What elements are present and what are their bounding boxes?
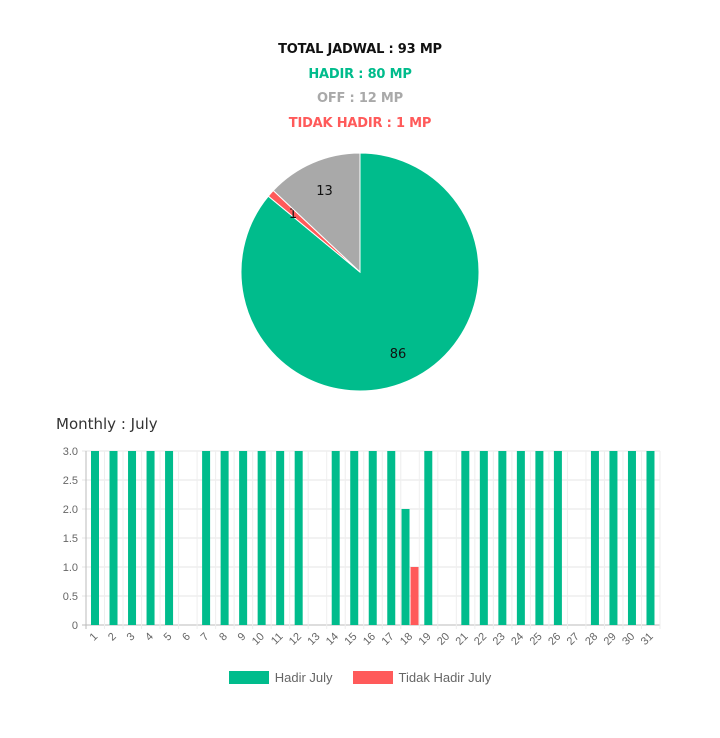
bar-tidak-hadir[interactable] xyxy=(410,567,419,625)
bar-hadir[interactable] xyxy=(146,451,155,625)
bar-hadir[interactable] xyxy=(627,451,636,625)
y-tick-label: 0.5 xyxy=(63,591,78,603)
x-tick-label: 20 xyxy=(435,631,452,648)
x-tick-label: 15 xyxy=(342,631,359,648)
off-label: OFF : 12 MP xyxy=(317,91,403,106)
x-tick-label: 17 xyxy=(379,631,396,648)
bar-hadir[interactable] xyxy=(479,451,488,625)
x-tick-label: 18 xyxy=(398,631,415,648)
y-tick-label: 0 xyxy=(72,620,78,632)
x-tick-label: 16 xyxy=(361,631,378,648)
monthly-chart-title: Monthly : July xyxy=(56,415,158,433)
y-tick-label: 1.5 xyxy=(63,533,78,545)
pie-slice-label: 86 xyxy=(390,347,407,362)
total-schedule-label: TOTAL JADWAL : 93 MP xyxy=(278,42,442,57)
bar-hadir[interactable] xyxy=(239,451,248,625)
x-tick-label: 22 xyxy=(472,631,489,648)
bar-hadir[interactable] xyxy=(331,451,340,625)
bar-hadir[interactable] xyxy=(401,509,410,625)
bar-hadir[interactable] xyxy=(109,451,118,625)
x-tick-label: 4 xyxy=(143,631,156,644)
x-tick-label: 1 xyxy=(88,631,101,644)
bar-hadir[interactable] xyxy=(165,451,174,625)
bar-hadir[interactable] xyxy=(220,451,229,625)
x-tick-label: 28 xyxy=(583,631,600,648)
x-tick-label: 25 xyxy=(528,631,545,648)
bar-hadir[interactable] xyxy=(461,451,470,625)
x-tick-label: 21 xyxy=(454,631,471,648)
bar-hadir[interactable] xyxy=(257,451,266,625)
present-label: HADIR : 80 MP xyxy=(308,66,412,82)
x-tick-label: 19 xyxy=(417,631,434,648)
bar-hadir[interactable] xyxy=(276,451,285,625)
absent-label: TIDAK HADIR : 1 MP xyxy=(288,115,432,131)
monthly-bar-chart: 00.51.01.52.02.53.01 2 3 4 5 6 7 8 9 10 11 12 13 14 15… xyxy=(63,446,661,648)
x-tick-label: 6 xyxy=(180,631,193,644)
x-tick-label: 29 xyxy=(602,631,619,648)
bar-hadir[interactable] xyxy=(498,451,507,625)
summary-block: TOTAL JADWAL : 93 MP HADIR : 80 MP OFF :… xyxy=(0,38,720,136)
y-tick-label: 1.0 xyxy=(63,562,78,574)
bar-hadir[interactable] xyxy=(609,451,618,625)
x-tick-label: 9 xyxy=(236,631,249,644)
legend-swatch-tidak-hadir xyxy=(352,671,393,684)
x-tick-label: 3 xyxy=(125,631,138,644)
x-tick-label: 14 xyxy=(324,631,341,648)
y-tick-label: 2.0 xyxy=(63,504,78,516)
x-tick-label: 13 xyxy=(305,631,322,648)
y-tick-label: 3.0 xyxy=(63,446,78,458)
bar-hadir[interactable] xyxy=(590,451,599,625)
bar-hadir[interactable] xyxy=(424,451,433,625)
bar-hadir[interactable] xyxy=(646,451,655,625)
x-tick-label: 12 xyxy=(287,631,304,648)
bar-hadir[interactable] xyxy=(368,451,377,625)
legend-item-hadir[interactable]: Hadir July xyxy=(228,670,333,685)
x-tick-label: 24 xyxy=(509,631,526,648)
x-tick-label: 26 xyxy=(546,631,563,648)
attendance-pie-chart: 86 1 13 xyxy=(240,152,480,392)
x-tick-label: 11 xyxy=(269,631,286,648)
x-tick-label: 5 xyxy=(162,631,175,644)
x-tick-label: 30 xyxy=(620,631,637,648)
bar-hadir[interactable] xyxy=(387,451,396,625)
bar-hadir[interactable] xyxy=(294,451,303,625)
x-tick-label: 8 xyxy=(217,631,230,644)
legend-swatch-hadir xyxy=(228,671,269,684)
bar-hadir[interactable] xyxy=(128,451,137,625)
pie-slice[interactable] xyxy=(272,152,361,274)
bar-hadir[interactable] xyxy=(202,451,211,625)
bar-hadir[interactable] xyxy=(91,451,99,625)
y-tick-label: 2.5 xyxy=(63,475,78,487)
x-tick-label: 7 xyxy=(199,631,212,644)
bar-hadir[interactable] xyxy=(350,451,359,625)
bar-hadir[interactable] xyxy=(535,451,544,625)
x-tick-label: 31 xyxy=(639,631,656,648)
x-tick-label: 10 xyxy=(250,631,267,648)
bar-hadir[interactable] xyxy=(553,451,562,625)
x-tick-label: 27 xyxy=(565,631,582,648)
legend-label-tidak-hadir: Tidak Hadir July xyxy=(398,670,492,685)
bar-chart-legend: Hadir July Tidak Hadir July xyxy=(0,670,720,685)
pie-slice-label: 13 xyxy=(316,184,333,199)
legend-label-hadir: Hadir July xyxy=(274,670,333,685)
x-tick-label: 2 xyxy=(106,631,119,644)
bar-hadir[interactable] xyxy=(516,451,525,625)
pie-slice-label: 1 xyxy=(289,207,297,222)
legend-item-tidak-hadir[interactable]: Tidak Hadir July xyxy=(352,670,492,685)
x-tick-label: 23 xyxy=(491,631,508,648)
